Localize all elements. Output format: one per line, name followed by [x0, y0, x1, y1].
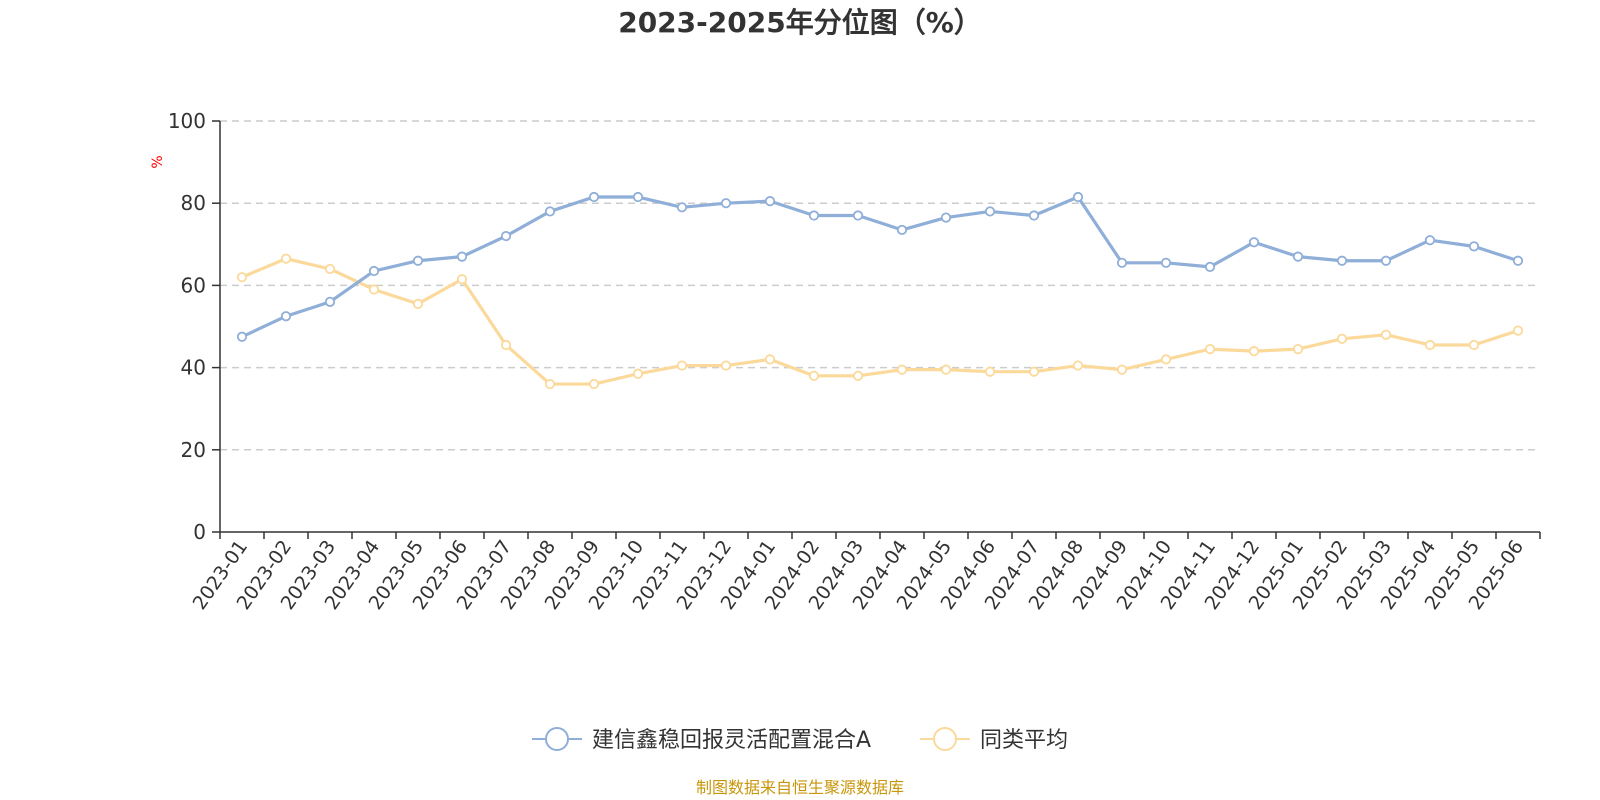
data-point [984, 206, 996, 217]
series-line [240, 195, 1520, 339]
data-point [368, 265, 380, 277]
data-point [544, 378, 556, 390]
series-lines [236, 191, 1524, 390]
data-point [1160, 354, 1172, 365]
data-point [1248, 237, 1260, 248]
data-point [940, 212, 952, 223]
data-point [456, 274, 468, 285]
series-group [236, 191, 1524, 342]
data-point [1292, 344, 1304, 355]
data-point [1512, 255, 1524, 266]
data-point [1380, 255, 1392, 266]
data-point [720, 198, 732, 209]
data-point [412, 255, 424, 266]
legend-label: 建信鑫稳回报灵活配置混合A [592, 728, 871, 753]
data-point [1380, 329, 1392, 340]
data-point [236, 331, 248, 342]
data-point [808, 210, 820, 221]
data-point [500, 339, 512, 351]
legend-marker-icon [545, 727, 569, 751]
gridlines [220, 120, 1540, 451]
y-tick-label: 0 [193, 520, 206, 544]
data-point [808, 370, 820, 381]
y-tick-label: 100 [168, 109, 206, 133]
series-group [236, 253, 1524, 390]
axes: 0204060801002023-012023-022023-032023-04… [168, 109, 1541, 614]
data-point [632, 191, 644, 203]
legend[interactable]: 建信鑫稳回报灵活配置混合A 同类平均 [532, 727, 1068, 753]
data-point [852, 370, 864, 381]
data-point [852, 210, 864, 221]
data-point [676, 202, 688, 213]
legend-label: 同类平均 [980, 728, 1068, 753]
data-point [280, 311, 292, 322]
data-point [632, 368, 644, 379]
data-point [1072, 360, 1084, 371]
legend-item[interactable]: 建信鑫稳回报灵活配置混合A [532, 727, 871, 753]
data-point [1160, 257, 1172, 268]
data-point [896, 224, 908, 236]
data-point [1204, 344, 1216, 355]
data-point [1072, 191, 1084, 203]
chart-title: 2023-2025年分位图（%） [618, 6, 982, 39]
data-point [1468, 339, 1480, 351]
y-tick-label: 20 [181, 438, 206, 462]
data-point [456, 251, 468, 262]
data-point [324, 296, 336, 307]
data-point [544, 206, 556, 217]
data-point [764, 354, 776, 365]
data-point [1336, 255, 1348, 266]
series-line [240, 257, 1520, 386]
data-point [1028, 366, 1040, 377]
legend-marker-icon [933, 727, 957, 751]
source-note: 制图数据来自恒生聚源数据库 [696, 778, 904, 797]
data-point [1248, 346, 1260, 357]
data-point [676, 360, 688, 371]
data-point [1292, 251, 1304, 262]
data-point [1424, 339, 1436, 351]
y-tick-label: 40 [181, 356, 206, 380]
data-point [588, 191, 600, 203]
data-point [1028, 210, 1040, 221]
data-point [412, 298, 424, 309]
data-point [324, 263, 336, 275]
data-point [1468, 241, 1480, 252]
data-point [500, 230, 512, 242]
data-point [1424, 235, 1436, 246]
data-point [720, 360, 732, 371]
data-point [1116, 364, 1128, 375]
data-point [1336, 333, 1348, 344]
data-point [896, 364, 908, 375]
data-point [368, 284, 380, 295]
legend-item[interactable]: 同类平均 [920, 727, 1068, 753]
data-point [940, 364, 952, 375]
data-point [588, 378, 600, 390]
y-tick-label: 80 [181, 191, 206, 215]
data-point [236, 272, 248, 283]
data-point [1116, 257, 1128, 268]
data-point [280, 253, 292, 264]
data-point [1204, 261, 1216, 273]
data-point [1512, 325, 1524, 336]
data-point [764, 196, 776, 207]
data-point [984, 366, 996, 377]
y-tick-label: 60 [181, 273, 206, 297]
y-axis-label: % [150, 155, 166, 168]
